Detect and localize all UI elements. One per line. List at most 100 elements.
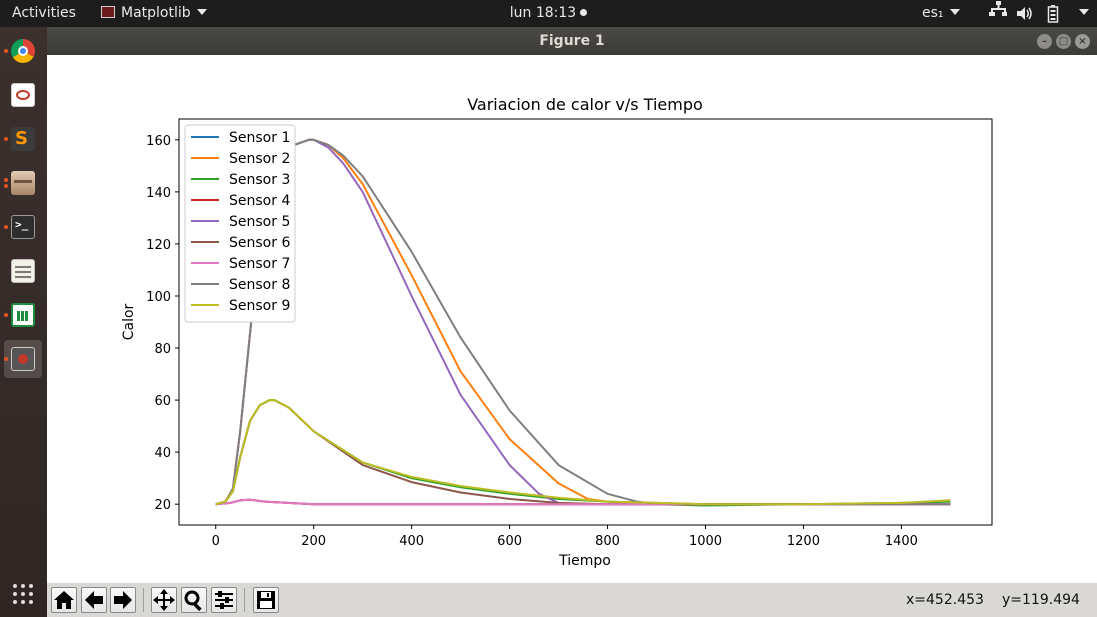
save-icon xyxy=(257,591,275,609)
y-tick-label: 120 xyxy=(146,238,171,253)
figure-canvas[interactable]: Variacion de calor v/s Tiempo Tiempo Cal… xyxy=(47,55,1097,583)
dock-spreadsheet[interactable] xyxy=(4,296,42,334)
forward-button[interactable] xyxy=(110,587,136,613)
y-tick-label: 40 xyxy=(154,446,171,461)
legend-label: Sensor 7 xyxy=(229,256,290,272)
matplotlib-app-icon xyxy=(101,6,115,18)
configure-subplots-button[interactable] xyxy=(211,587,237,613)
y-tick-label: 80 xyxy=(154,342,171,357)
toolbar-separator xyxy=(143,588,144,612)
window-titlebar[interactable]: Figure 1 – □ × xyxy=(47,27,1097,55)
dock-text-editor[interactable] xyxy=(4,252,42,290)
y-tick-label: 100 xyxy=(146,290,171,305)
terminal-icon: >_ xyxy=(11,215,35,239)
y-tick-label: 160 xyxy=(146,134,171,149)
dock-sublime-text[interactable]: S xyxy=(4,120,42,158)
evince-icon xyxy=(11,83,35,107)
home-icon xyxy=(54,591,74,609)
activities-button[interactable]: Activities xyxy=(12,5,76,21)
pan-button[interactable] xyxy=(151,587,177,613)
legend-box xyxy=(184,124,296,323)
matplotlib-window-icon xyxy=(11,347,35,371)
x-tick-label: 800 xyxy=(595,534,620,549)
legend-label: Sensor 1 xyxy=(229,130,290,146)
pan-icon xyxy=(153,589,175,611)
back-button[interactable] xyxy=(81,587,107,613)
running-indicator xyxy=(4,357,8,361)
y-tick-label: 20 xyxy=(154,498,171,513)
x-tick-label: 200 xyxy=(301,534,326,549)
chevron-down-icon xyxy=(1079,9,1089,15)
top-bar: Activities Matplotlib lun 18:13 es₁ xyxy=(0,0,1097,27)
y-tick-label: 60 xyxy=(154,394,171,409)
chart-title: Variacion de calor v/s Tiempo xyxy=(467,95,703,114)
dock-document-viewer[interactable] xyxy=(4,76,42,114)
chevron-down-icon xyxy=(949,9,960,15)
running-indicator xyxy=(4,178,8,182)
home-button[interactable] xyxy=(51,587,77,613)
running-indicator xyxy=(4,137,8,141)
zoom-button[interactable] xyxy=(181,587,207,613)
system-menu-button[interactable] xyxy=(1073,0,1089,27)
keyboard-layout-menu[interactable]: es₁ xyxy=(922,0,960,27)
legend-label: Sensor 8 xyxy=(229,277,290,293)
app-menu-label: Matplotlib xyxy=(121,5,191,21)
battery-icon[interactable] xyxy=(1047,0,1061,27)
save-button[interactable] xyxy=(253,587,279,613)
axis-ticks: 0 200 400 600 800 1000 1200 1400 20 40 60 80 100 120 1… xyxy=(146,134,918,549)
dock-chrome[interactable] xyxy=(4,32,42,70)
x-tick-label: 400 xyxy=(399,534,424,549)
window-title: Figure 1 xyxy=(539,33,605,49)
x-tick-label: 1200 xyxy=(787,534,820,549)
clock[interactable]: lun 18:13 xyxy=(509,5,577,21)
keyboard-layout-label: es₁ xyxy=(922,5,944,21)
series-line xyxy=(215,399,951,506)
dock-files[interactable] xyxy=(4,164,42,202)
volume-icon[interactable] xyxy=(1016,0,1034,27)
sublime-text-icon: S xyxy=(11,127,35,151)
legend-label: Sensor 3 xyxy=(229,172,290,188)
chevron-down-icon xyxy=(196,9,207,15)
legend-label: Sensor 5 xyxy=(229,214,290,230)
legend-label: Sensor 2 xyxy=(229,151,290,167)
chart-svg[interactable]: Variacion de calor v/s Tiempo Tiempo Cal… xyxy=(47,55,1097,583)
zoom-icon xyxy=(184,590,202,612)
back-icon xyxy=(85,591,103,609)
plot-area xyxy=(178,118,993,526)
running-indicator xyxy=(4,225,8,229)
legend-label: Sensor 9 xyxy=(229,298,290,314)
configure-subplots-icon xyxy=(215,591,233,609)
text-editor-icon xyxy=(11,259,35,283)
navigation-toolbar: x=452.453 y=119.494 xyxy=(47,583,1097,617)
x-coordinate-readout: x=452.453 xyxy=(906,592,984,608)
notification-dot-icon xyxy=(580,9,588,16)
x-tick-label: 1400 xyxy=(885,534,918,549)
file-manager-icon xyxy=(11,171,35,195)
running-indicator xyxy=(4,49,8,53)
legend-label: Sensor 6 xyxy=(229,235,290,251)
y-coordinate-readout: y=119.494 xyxy=(1002,592,1080,608)
toolbar-separator xyxy=(244,588,245,612)
forward-icon xyxy=(114,591,132,609)
x-axis-label: Tiempo xyxy=(558,553,611,569)
x-tick-label: 600 xyxy=(497,534,522,549)
series-line xyxy=(215,498,951,506)
x-tick-label: 0 xyxy=(212,534,220,549)
y-tick-label: 140 xyxy=(146,186,171,201)
legend-label: Sensor 4 xyxy=(229,193,290,209)
running-indicator xyxy=(4,184,8,188)
series-lines xyxy=(215,138,951,507)
grid-icon[interactable] xyxy=(12,583,34,605)
dock-matplotlib-window[interactable] xyxy=(4,340,42,378)
network-icon[interactable] xyxy=(989,0,1007,27)
running-indicator xyxy=(4,313,8,317)
maximize-button[interactable]: □ xyxy=(1056,34,1071,49)
chrome-icon xyxy=(11,39,35,63)
minimize-button[interactable]: – xyxy=(1037,34,1052,49)
legend: Sensor 1 Sensor 2 Sensor 3 Sensor 4 Sensor 5… xyxy=(184,124,296,323)
dock-terminal[interactable]: >_ xyxy=(4,208,42,246)
close-button[interactable]: × xyxy=(1075,34,1090,49)
spreadsheet-icon xyxy=(11,303,35,327)
y-axis-label: Calor xyxy=(121,303,137,340)
app-menu[interactable]: Matplotlib xyxy=(101,0,207,27)
